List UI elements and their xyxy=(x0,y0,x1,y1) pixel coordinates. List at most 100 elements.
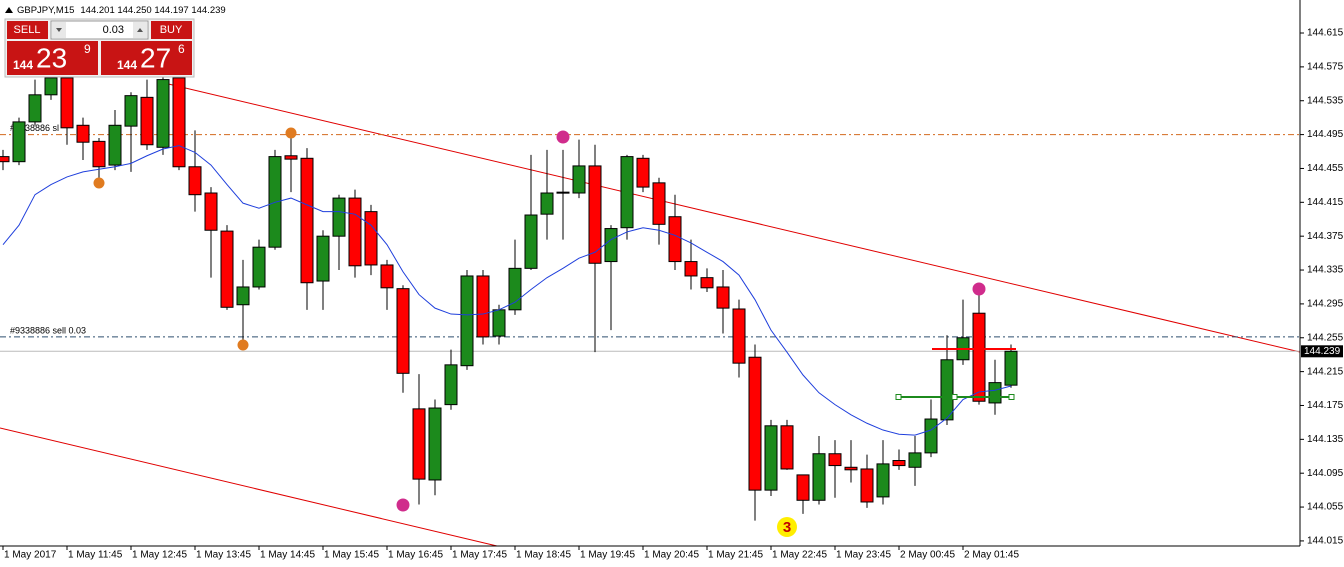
x-tick-label: 1 May 18:45 xyxy=(516,550,571,561)
y-tick-label: 144.295 xyxy=(1307,299,1344,310)
bid-pips[interactable]: 23 xyxy=(36,42,67,73)
candle-body xyxy=(92,140,106,168)
x-tick-label: 2 May 00:45 xyxy=(900,550,955,561)
x-tick-label: 1 May 23:45 xyxy=(836,550,891,561)
ask-box[interactable] xyxy=(101,41,192,75)
candle-body xyxy=(316,235,330,282)
y-tick-label: 144.375 xyxy=(1307,231,1344,242)
ask-point[interactable]: 6 xyxy=(178,42,185,56)
y-tick-label: 144.095 xyxy=(1307,468,1344,479)
candle-body xyxy=(540,192,554,215)
symbol: GBPJPY,M15 xyxy=(17,5,74,16)
candle-body xyxy=(908,452,922,468)
axes: 144.615 144.575 144.535 144.495 144.455 144.4… xyxy=(2,28,1344,561)
candle-body xyxy=(876,463,890,498)
y-tick-label: 144.455 xyxy=(1307,163,1344,174)
candle-body xyxy=(124,95,138,127)
candle-body xyxy=(732,308,746,364)
candle-body xyxy=(348,197,362,267)
candle-body xyxy=(572,165,586,194)
bid-point[interactable]: 9 xyxy=(84,42,91,56)
price-tag-label: 144.239 xyxy=(1304,346,1341,357)
candle-body xyxy=(364,211,378,266)
foreground-layer: 3 xyxy=(93,127,1016,537)
trend-line xyxy=(159,81,1301,353)
candle-body xyxy=(684,261,698,277)
lot-value[interactable]: 0.03 xyxy=(103,24,124,36)
candle-body xyxy=(236,286,250,306)
x-tick-label: 1 May 22:45 xyxy=(772,550,827,561)
candle-body xyxy=(396,288,410,374)
candle-body xyxy=(300,157,314,284)
x-tick-label: 1 May 12:45 xyxy=(132,550,187,561)
candle-body xyxy=(0,156,10,163)
ask-big[interactable]: 144 xyxy=(117,58,137,72)
collapse-icon[interactable] xyxy=(5,7,13,13)
wave-marker xyxy=(777,517,797,537)
candle-body xyxy=(892,460,906,467)
candle-body xyxy=(428,407,442,481)
candle-body xyxy=(636,157,650,188)
candle-body xyxy=(412,408,426,480)
candle-body xyxy=(844,466,858,471)
trade-panel: SELL 0.03 BUY 144 23 9 144 27 6 xyxy=(4,18,195,78)
wave-label: 3 xyxy=(783,519,791,536)
candle-body xyxy=(988,382,1002,404)
fractal-marker xyxy=(93,177,105,189)
indicator-point xyxy=(895,394,902,400)
fractal-marker xyxy=(972,282,986,296)
bid-box[interactable] xyxy=(7,41,98,75)
candle-body xyxy=(604,228,618,263)
candle-body xyxy=(924,418,938,454)
x-tick-label: 1 May 16:45 xyxy=(388,550,443,561)
x-tick-label: 1 May 17:45 xyxy=(452,550,507,561)
y-tick-label: 144.175 xyxy=(1307,400,1344,411)
buy-button[interactable] xyxy=(151,21,192,39)
x-tick-label: 1 May 11:45 xyxy=(68,550,123,561)
y-tick-label: 144.215 xyxy=(1307,366,1344,377)
candle-body xyxy=(860,468,874,503)
candle-body xyxy=(476,275,490,338)
x-tick-label: 2 May 01:45 xyxy=(964,550,1019,561)
x-tick-label: 1 May 14:45 xyxy=(260,550,315,561)
candle-body xyxy=(716,286,730,309)
fractal-marker xyxy=(396,498,410,512)
ask-pips[interactable]: 27 xyxy=(140,42,171,73)
y-tick-label: 144.575 xyxy=(1307,62,1344,73)
x-tick-label: 1 May 2017 xyxy=(4,550,57,561)
candle-body xyxy=(188,166,202,196)
candle-body xyxy=(380,264,394,289)
candle-body xyxy=(620,156,634,229)
y-tick-label: 144.495 xyxy=(1307,129,1344,140)
down-arrow[interactable] xyxy=(56,28,62,32)
moving-average xyxy=(2,145,1012,436)
up-arrow[interactable] xyxy=(137,28,143,32)
candle-body xyxy=(444,364,458,406)
candle-body xyxy=(556,191,570,194)
candles xyxy=(0,70,1018,521)
bid-big[interactable]: 144 xyxy=(13,58,33,72)
candle-body xyxy=(764,425,778,491)
y-tick-label: 144.255 xyxy=(1307,332,1344,343)
lot-input[interactable] xyxy=(50,20,149,40)
y-tick-label: 144.335 xyxy=(1307,265,1344,276)
candle-body xyxy=(972,312,986,402)
candle-body xyxy=(780,425,794,470)
candle-body xyxy=(156,79,170,148)
candle-body xyxy=(76,124,90,143)
candle-body xyxy=(748,356,762,491)
header-values: 144.201 144.250 144.197 144.239 xyxy=(80,5,225,16)
candle-body xyxy=(524,214,538,269)
y-tick-label: 144.015 xyxy=(1307,536,1344,547)
y-tick-label: 144.615 xyxy=(1307,28,1344,39)
buy-label[interactable]: BUY xyxy=(160,24,183,36)
sell-button[interactable] xyxy=(7,21,48,39)
x-tick-label: 1 May 19:45 xyxy=(580,550,635,561)
candle-body xyxy=(60,77,74,129)
y-tick-label: 144.535 xyxy=(1307,95,1344,106)
candle-body xyxy=(700,277,714,289)
fractal-marker xyxy=(556,130,570,144)
sell-label[interactable]: SELL xyxy=(14,24,41,36)
